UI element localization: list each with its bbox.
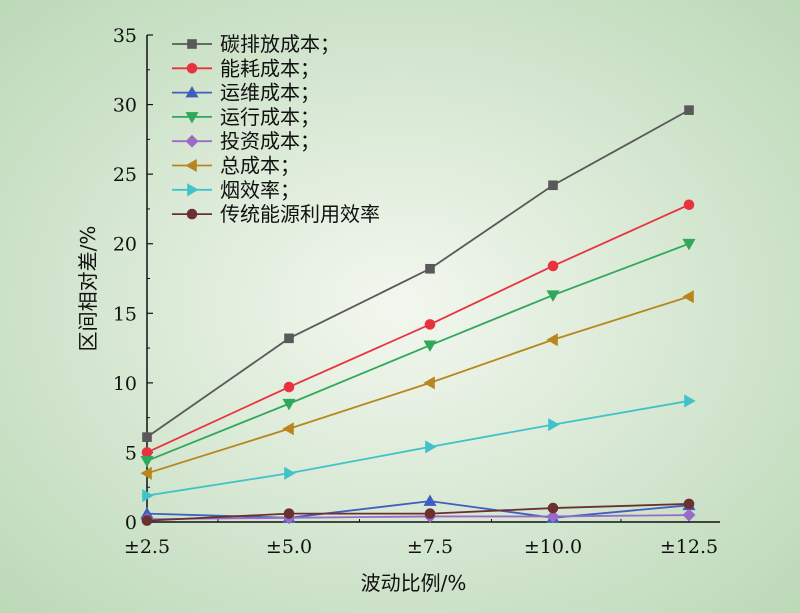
data-point (423, 376, 435, 390)
y-tick-label: 20 (113, 234, 137, 256)
x-tick-label: ±5.0 (266, 536, 312, 558)
data-point (682, 290, 694, 304)
legend-item: 运行成本； (172, 105, 320, 129)
data-point (282, 422, 294, 436)
series-1 (142, 105, 694, 442)
data-point (423, 494, 437, 506)
data-point (548, 418, 560, 432)
series-2 (141, 199, 695, 458)
series-6 (140, 290, 694, 480)
x-tick-label: ±7.5 (407, 536, 453, 558)
data-point (423, 340, 437, 352)
x-tick-label: ±12.5 (660, 536, 718, 558)
data-point (684, 105, 694, 115)
series-4 (140, 238, 696, 468)
legend-label: 投资成本； (220, 129, 320, 153)
y-tick-label: 15 (113, 303, 137, 325)
data-point (683, 498, 695, 510)
data-point (684, 394, 696, 408)
legend-marker (185, 112, 199, 124)
legend-marker (186, 208, 198, 220)
data-point (547, 260, 559, 272)
legend-item: 烟效率； (172, 178, 300, 202)
legend-label: 碳排放成本； (220, 32, 340, 56)
data-point (142, 489, 154, 503)
data-point (682, 508, 696, 522)
legend-label: 总成本； (220, 154, 300, 178)
series-8 (141, 498, 695, 526)
x-tick-label: ±10.0 (524, 536, 582, 558)
data-point (284, 466, 296, 480)
series-layer (140, 105, 696, 526)
data-point (140, 455, 154, 468)
legend-marker (185, 158, 197, 173)
y-tick-label: 25 (113, 164, 137, 186)
legend-item: 投资成本； (172, 129, 320, 153)
y-tick-label: 0 (125, 512, 137, 534)
data-point (141, 515, 153, 526)
legend-label: 运维成本； (220, 81, 320, 105)
data-point (284, 333, 294, 344)
x-tick-label: ±2.5 (124, 536, 170, 558)
y-tick-label: 30 (113, 95, 137, 117)
legend-label: 能耗成本； (220, 56, 320, 80)
data-point (283, 508, 295, 519)
data-point (424, 319, 436, 330)
data-point (424, 508, 436, 519)
data-point (425, 440, 437, 454)
data-point (282, 398, 296, 411)
axes: 0 5 10 15 20 25 30 35 ±2.5 ±5.0 ±7.5 ±10.0 ±12.5 (113, 25, 720, 558)
legend-item: 传统能源利用效率 (172, 202, 380, 226)
data-point (425, 263, 435, 274)
legend-label: 烟效率； (220, 178, 300, 202)
legend-label: 传统能源利用效率 (220, 202, 380, 226)
legend-item: 能耗成本； (172, 56, 320, 80)
legend-item: 总成本； (172, 154, 300, 178)
data-point (682, 238, 696, 251)
y-tick-label: 35 (113, 25, 137, 47)
data-point (547, 502, 559, 514)
y-tick-label: 10 (113, 373, 137, 395)
data-point (140, 466, 152, 480)
legend-item: 运维成本； (172, 81, 320, 105)
legend-marker (187, 183, 199, 197)
legend-label: 运行成本； (220, 105, 320, 129)
data-point (546, 510, 560, 523)
y-axis-label: 区间相对差/% (76, 226, 100, 352)
legend-marker (185, 85, 199, 98)
legend: 碳排放成本；能耗成本；运维成本；运行成本；投资成本；总成本；烟效率；传统能源利用… (172, 32, 380, 226)
y-tick-label: 5 (125, 442, 137, 464)
legend-marker (187, 39, 197, 49)
data-point (546, 333, 558, 347)
data-point (546, 290, 560, 302)
data-point (283, 381, 295, 393)
legend-marker (185, 134, 199, 148)
legend-item: 碳排放成本； (172, 32, 340, 56)
data-point (141, 447, 153, 458)
series-7 (142, 394, 696, 503)
data-point (683, 199, 695, 211)
data-point (142, 432, 152, 442)
x-axis-label: 波动比例/% (361, 571, 467, 595)
data-point (548, 180, 558, 191)
legend-marker (186, 63, 198, 74)
